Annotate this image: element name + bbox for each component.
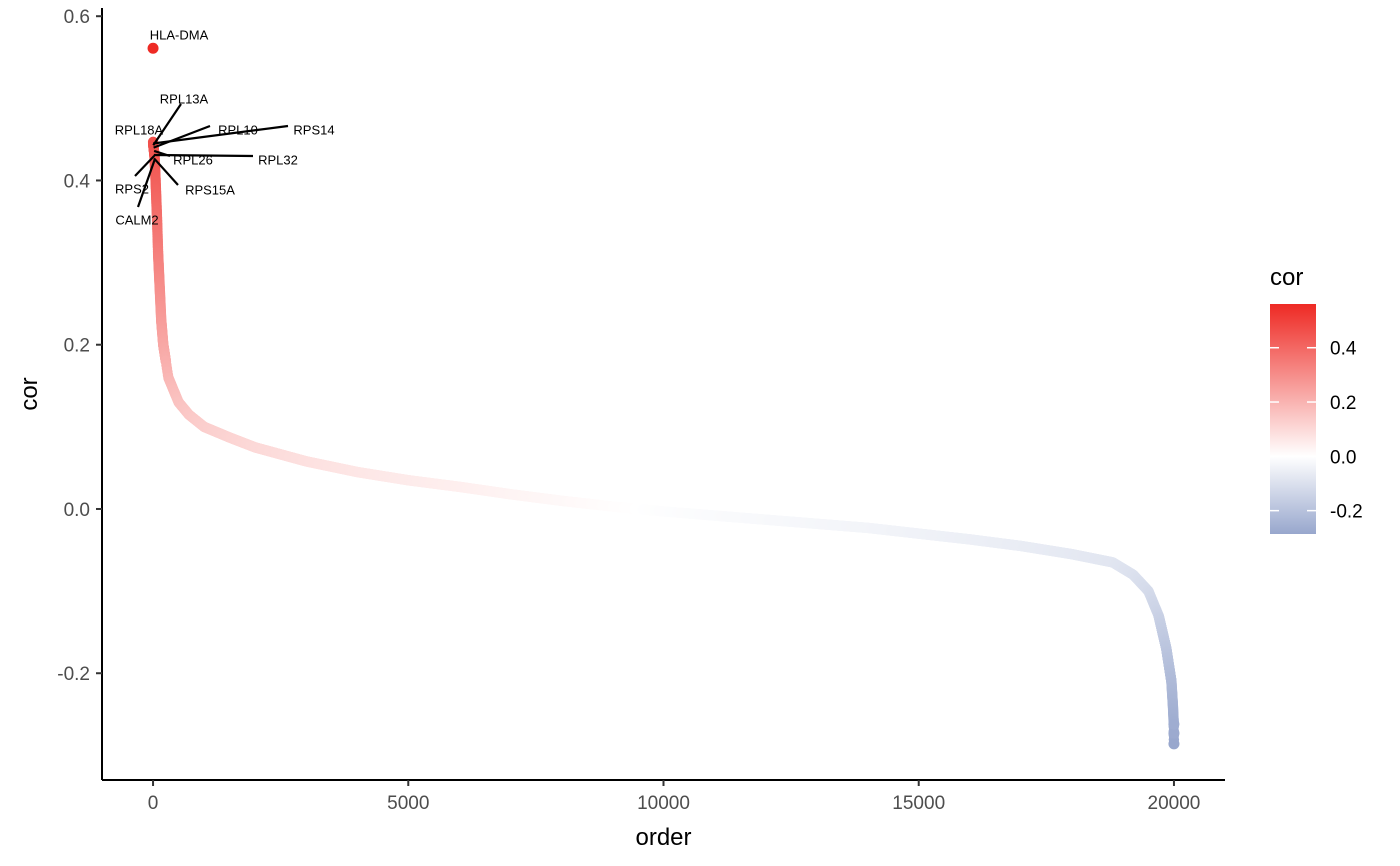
axes-layer: 0 5000 10000 15000 20000 -0.2 0.0 0.2 0.4 0.6 or…: [16, 7, 1225, 851]
gene-label: RPL18A: [115, 122, 164, 137]
x-axis-title: order: [635, 824, 691, 851]
data-point: [1168, 718, 1180, 730]
gene-label: RPL26: [173, 152, 213, 167]
gene-label: RPS2: [115, 181, 149, 196]
legend-tick-label: -0.2: [1330, 502, 1363, 523]
x-tick-label: 20000: [1148, 793, 1201, 814]
gene-label: RPL13A: [160, 91, 209, 106]
data-point: [1168, 738, 1180, 750]
gene-label: RPS15A: [185, 182, 235, 197]
y-axis-ticks: -0.2 0.0 0.2 0.4 0.6: [57, 7, 102, 685]
annotation-lines-layer: [134, 103, 289, 208]
annotation-leader-line: [153, 153, 254, 158]
legend-title: cor: [1270, 264, 1303, 291]
x-tick-label: 0: [148, 793, 159, 814]
annotation-leader-line: [153, 124, 289, 145]
x-tick-label: 15000: [892, 793, 945, 814]
legend-tick-label: 0.2: [1330, 393, 1356, 414]
data-point: [147, 42, 159, 54]
y-tick-label: 0.0: [64, 500, 90, 521]
annotation-leader-line: [136, 159, 156, 208]
gene-label: RPS14: [293, 122, 334, 137]
y-axis-title: cor: [16, 377, 43, 410]
annotation-leader-line: [153, 124, 211, 149]
y-tick-label: 0.6: [64, 7, 90, 28]
color-legend: cor 0.4 0.2 0.0 -0.2: [1270, 264, 1363, 534]
legend-tick-label: 0.0: [1330, 447, 1356, 468]
annotation-leader-line: [153, 157, 179, 186]
legend-tick-label: 0.4: [1330, 339, 1357, 360]
gene-label: HLA-DMA: [150, 27, 209, 42]
x-axis-ticks: 0 5000 10000 15000 20000: [148, 780, 1201, 814]
y-tick-label: 0.4: [64, 171, 91, 192]
annotation-labels-layer: HLA-DMA RPL13A RPL18A RPL10 RPS14 RPL26 RPL32 R…: [115, 27, 335, 227]
gene-label: RPL10: [218, 122, 258, 137]
gene-label: RPL32: [258, 152, 298, 167]
x-tick-label: 10000: [637, 793, 690, 814]
points-layer: [147, 42, 1180, 750]
data-point: [1168, 727, 1180, 739]
legend-ticks: 0.4 0.2 0.0 -0.2: [1270, 339, 1363, 523]
annotation-leader-line: [152, 103, 182, 146]
y-tick-label: -0.2: [57, 664, 90, 685]
y-tick-label: 0.2: [64, 336, 90, 357]
gene-label: CALM2: [115, 212, 158, 227]
legend-colorbar: [1270, 304, 1316, 534]
annotation-leader-line: [134, 155, 156, 177]
x-tick-label: 5000: [387, 793, 429, 814]
